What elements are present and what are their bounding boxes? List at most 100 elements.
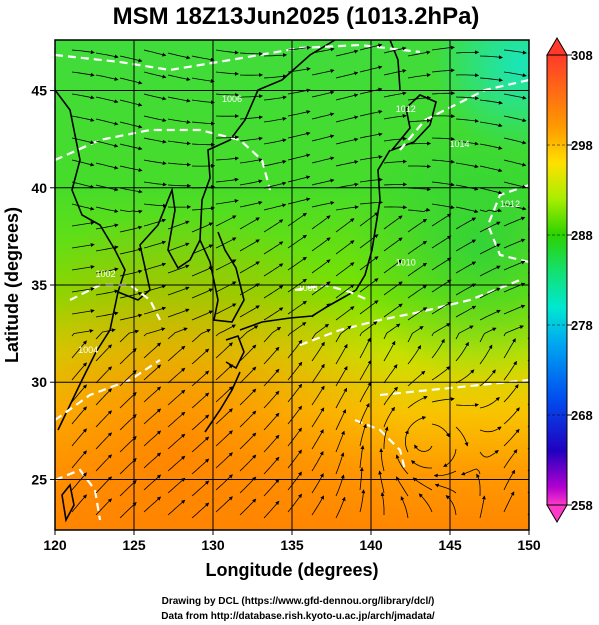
streamline <box>119 225 143 233</box>
streamline <box>479 344 493 365</box>
streamline <box>479 397 500 409</box>
streamline <box>263 263 284 277</box>
streamline <box>71 362 87 381</box>
y-axis-ticks: 25 30 35 40 45 <box>31 83 55 487</box>
streamline <box>335 496 346 519</box>
streamline <box>335 93 359 101</box>
streamline <box>359 321 378 337</box>
streamline <box>527 316 529 318</box>
streamline <box>311 385 325 406</box>
streamline <box>143 137 167 144</box>
streamline <box>119 269 143 277</box>
streamline <box>455 369 475 384</box>
streamline <box>239 115 263 120</box>
streamline <box>119 247 143 255</box>
streamline <box>143 49 167 57</box>
y-tick-label: 45 <box>31 83 47 99</box>
streamline <box>455 206 479 214</box>
streamline <box>431 323 451 337</box>
streamline <box>407 218 428 233</box>
streamline <box>311 323 330 340</box>
streamline <box>191 329 211 343</box>
streamline <box>167 74 191 82</box>
streamline <box>143 474 162 491</box>
streamline <box>71 243 95 249</box>
streamline <box>71 265 95 271</box>
streamline <box>71 159 95 167</box>
streamline <box>240 94 264 99</box>
streamline <box>359 256 379 271</box>
y-tick-label: 25 <box>31 471 47 487</box>
streamline <box>215 156 239 161</box>
streamline <box>311 215 331 230</box>
streamline <box>263 326 282 343</box>
streamline <box>335 387 348 409</box>
streamline <box>503 93 527 100</box>
streamline <box>215 342 233 359</box>
streamline <box>311 451 324 472</box>
streamline <box>143 181 167 187</box>
streamline <box>407 285 428 299</box>
x-axis-label: Longitude (degrees) <box>205 560 378 580</box>
colorbar-tick-label: 288 <box>571 228 593 243</box>
streamline <box>455 261 477 274</box>
streamline <box>143 306 167 315</box>
streamline <box>431 257 452 271</box>
streamline <box>287 322 307 337</box>
streamline <box>119 99 143 107</box>
coast-japan-honshu <box>239 149 391 331</box>
streamline <box>527 272 529 274</box>
streamline <box>383 364 398 384</box>
streamline <box>335 452 345 475</box>
streamline <box>335 160 359 167</box>
streamline <box>396 476 409 497</box>
streamline <box>455 184 479 191</box>
x-tick-label: 135 <box>280 537 304 553</box>
streamline <box>95 454 112 472</box>
streamline <box>239 388 257 406</box>
streamline <box>380 492 385 515</box>
streamline <box>71 203 95 211</box>
streamline <box>407 141 432 146</box>
streamline <box>408 164 432 169</box>
contour-label: 1014 <box>449 139 469 149</box>
streamline <box>263 116 287 123</box>
x-tick-label: 130 <box>201 537 225 553</box>
streamline <box>479 369 496 387</box>
streamline <box>410 460 432 469</box>
streamline <box>455 73 480 78</box>
streamline <box>215 71 239 76</box>
streamline <box>455 140 479 146</box>
streamline <box>143 71 167 79</box>
streamline <box>335 205 359 211</box>
streamline <box>191 55 215 62</box>
streamline <box>71 115 95 122</box>
streamline <box>407 326 424 343</box>
streamline <box>263 181 287 189</box>
streamline <box>71 340 87 359</box>
streamline <box>216 135 240 140</box>
streamline <box>503 159 527 167</box>
streamline <box>119 291 143 299</box>
streamline <box>191 348 210 365</box>
streamline <box>527 250 529 252</box>
streamline <box>311 303 331 318</box>
streamline <box>383 340 396 362</box>
streamline <box>143 159 167 166</box>
streamline <box>239 305 260 318</box>
streamline <box>400 496 409 519</box>
y-tick-label: 35 <box>31 277 47 293</box>
streamline <box>167 389 186 406</box>
streamline <box>215 452 233 469</box>
isobar-10 <box>55 468 102 521</box>
streamline <box>143 496 162 513</box>
streamline <box>239 344 257 362</box>
streamline <box>71 49 95 55</box>
streamline <box>407 345 422 365</box>
streamline <box>479 143 503 150</box>
streamline <box>455 50 480 55</box>
streamline <box>215 430 233 447</box>
streamline <box>527 512 529 516</box>
x-tick-label: 150 <box>517 537 541 553</box>
